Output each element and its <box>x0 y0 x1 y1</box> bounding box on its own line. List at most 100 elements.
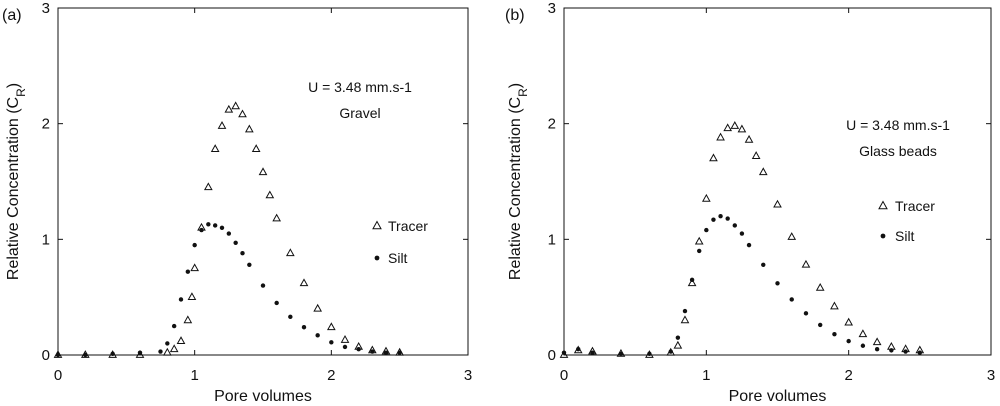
tracer-point <box>251 144 261 153</box>
silt-point <box>206 222 211 227</box>
silt-point <box>874 347 880 352</box>
tracer-point <box>773 199 782 208</box>
tracer-point <box>265 190 275 199</box>
silt-point <box>288 314 293 320</box>
panel-b: (b) 0 1 2 3 0 1 2 3 Pore volumes Relative Concentr… <box>505 0 995 405</box>
x-tick-label: 1 <box>190 367 198 384</box>
silt-point <box>846 338 851 344</box>
silt-point <box>226 231 232 236</box>
tracer-point <box>730 121 740 129</box>
silt-point <box>171 323 177 329</box>
tracer-point <box>210 144 220 153</box>
x-tick-label: 0 <box>560 367 568 384</box>
plot-frame <box>563 7 992 356</box>
tracer-point <box>190 263 200 272</box>
y-tick-label: 0 <box>42 347 50 364</box>
velocity-annotation: U = 3.48 mm.s-1 <box>308 79 412 95</box>
legend-tracer-marker <box>878 200 888 210</box>
legend-tracer-label: Tracer <box>895 198 935 214</box>
tracer-point <box>169 344 179 353</box>
legend-tracer-marker <box>372 220 382 230</box>
plot-frame <box>57 7 469 356</box>
panel-a: (a) 0 1 2 3 0 1 2 3 Pore volumes Relative Concentr… <box>2 0 472 405</box>
tracer-point <box>187 292 197 301</box>
tracer-point <box>758 167 768 176</box>
silt-point <box>832 331 837 337</box>
tracer-point <box>203 182 213 191</box>
tracer-point <box>744 134 754 143</box>
silt-point <box>185 269 191 274</box>
tracer-point <box>737 124 747 133</box>
x-axis-title: Pore volumes <box>729 388 827 405</box>
silt-point <box>675 335 681 340</box>
silt-point <box>83 352 88 358</box>
silt-point <box>260 283 266 288</box>
tracer-point <box>830 301 839 310</box>
x-axis-title: Pore volumes <box>214 388 312 405</box>
silt-point <box>212 223 218 228</box>
silt-point <box>739 231 745 236</box>
y-tick-label: 2 <box>42 116 50 133</box>
silt-point <box>789 297 794 302</box>
legend-silt-label: Silt <box>388 250 408 266</box>
silt-point <box>917 350 923 355</box>
tracer-point <box>559 350 569 358</box>
tracer-point <box>751 151 761 159</box>
silt-point <box>732 223 737 228</box>
legend-silt-marker <box>880 233 886 239</box>
silt-point <box>618 351 624 357</box>
series-tracer <box>53 101 405 358</box>
silt-point <box>110 351 115 357</box>
tracer-point <box>183 315 193 324</box>
x-tick-label: 2 <box>327 367 335 384</box>
silt-point <box>718 214 723 219</box>
tracer-point <box>285 248 295 257</box>
x-tick-label: 3 <box>987 367 995 384</box>
velocity-annotation: U = 3.48 mm.s-1 <box>846 117 950 133</box>
tracer-point <box>858 329 868 338</box>
panel-label: (b) <box>505 7 525 24</box>
series-silt <box>561 214 923 357</box>
silt-point <box>233 240 238 246</box>
silt-point <box>725 216 730 221</box>
tracer-point <box>238 109 247 118</box>
silt-point <box>775 281 780 286</box>
silt-point <box>137 350 143 355</box>
tracer-point <box>844 317 854 326</box>
y-tick-label: 3 <box>42 0 50 17</box>
tracer-point <box>326 322 336 331</box>
x-tick-label: 0 <box>54 367 62 384</box>
silt-point <box>711 217 716 222</box>
legend-tracer-label: Tracer <box>388 218 428 234</box>
tracer-point <box>723 123 733 132</box>
silt-point <box>561 350 567 355</box>
silt-point <box>240 251 245 256</box>
tracer-point <box>217 121 227 129</box>
silt-point <box>315 333 320 338</box>
legend-silt-label: Silt <box>895 228 915 244</box>
tracer-point <box>162 347 172 356</box>
panel-label: (a) <box>2 7 22 24</box>
tracer-point <box>258 167 268 176</box>
silt-point <box>761 262 766 267</box>
tracer-point <box>340 335 350 343</box>
y-tick-label: 1 <box>548 231 556 248</box>
media-annotation: Glass beads <box>859 143 937 159</box>
silt-point <box>199 227 204 233</box>
silt-point <box>342 344 348 350</box>
y-axis-title: Relative Concentration (CR) <box>5 83 28 280</box>
silt-point <box>158 349 163 354</box>
silt-point <box>803 311 809 316</box>
silt-point <box>697 248 702 254</box>
silt-point <box>860 343 866 348</box>
y-tick-label: 0 <box>548 347 556 364</box>
tracer-point <box>709 153 718 162</box>
tracer-point <box>231 101 241 110</box>
silt-point <box>165 341 170 346</box>
silt-point <box>301 325 307 330</box>
silt-point <box>178 297 184 302</box>
silt-point <box>356 347 361 352</box>
tracer-point <box>224 104 234 113</box>
tracer-point <box>872 337 882 346</box>
